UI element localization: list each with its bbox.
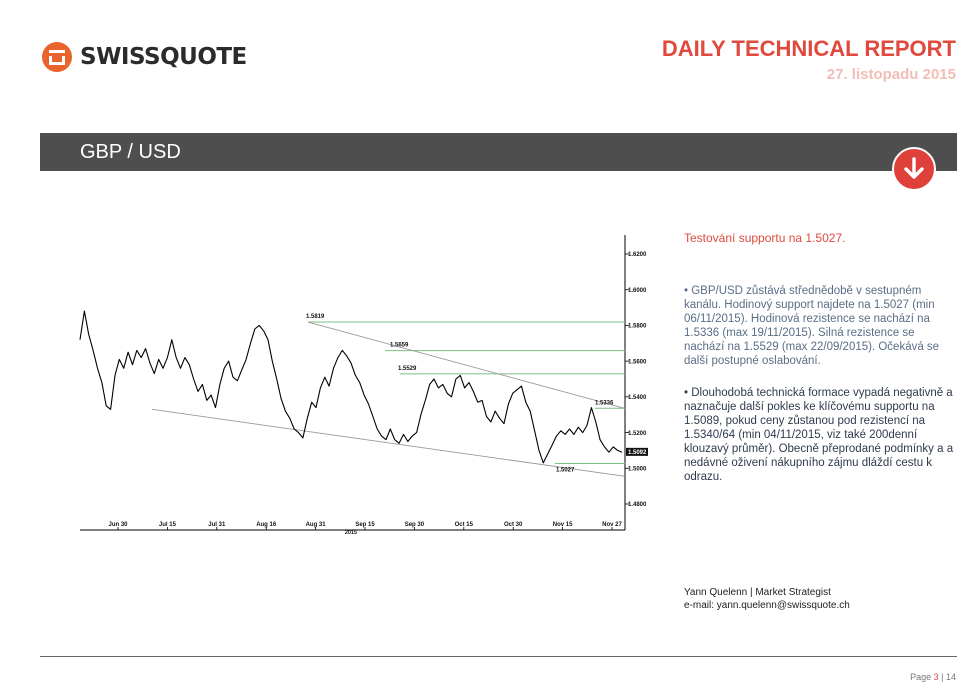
page-total: | 14	[941, 672, 956, 682]
analysis-bullets: • GBP/USD zůstává střednědobě v sestupné…	[684, 284, 956, 502]
y-tick-label: 1.5800	[628, 324, 647, 330]
x-tick-label: Sep 15	[355, 522, 375, 528]
price-annotation: 1.5027	[556, 467, 575, 473]
brand-name: SWISSQUOTE	[80, 44, 247, 70]
price-chart: 1.6200 1.6000 1.5800 1.5600 1.5400 1.5200 1.50…	[79, 235, 648, 536]
x-tick-label: Nov 27	[602, 522, 622, 528]
report-header: DAILY TECHNICAL REPORT 27. listopadu 201…	[662, 36, 956, 83]
y-tick-label: 1.6200	[628, 252, 647, 258]
x-tick-label: Aug 16	[256, 522, 277, 528]
price-annotation: 1.5819	[306, 314, 325, 320]
x-tick-label: Jun 30	[108, 522, 128, 528]
report-title: DAILY TECHNICAL REPORT	[661, 36, 956, 61]
author-info: Yann Quelenn | Market Strategist e-mail:…	[684, 586, 850, 612]
last-price-badge	[626, 447, 648, 456]
y-tick-label: 1.5200	[628, 431, 647, 437]
y-tick-label: 1.5000	[628, 466, 647, 472]
currency-pair-label: GBP / USD	[80, 141, 181, 163]
channel-lower-line	[151, 408, 626, 477]
report-date: 27. listopadu 2015	[826, 66, 956, 83]
x-tick-label: Aug 31	[306, 522, 327, 528]
swissquote-logo: SWISSQUOTE	[42, 42, 247, 72]
swissquote-logo-icon	[42, 42, 72, 72]
arrow-down-icon	[892, 147, 936, 191]
x-tick-label: Jul 15	[159, 522, 177, 528]
x-tick-label: Nov 15	[553, 522, 573, 528]
y-tick-label: 1.4800	[628, 502, 647, 508]
analysis-bullet: • Dlouhodobá technická formace vypadá ne…	[684, 387, 954, 483]
page-current: 3	[933, 672, 939, 682]
last-price-label: 1.5092	[628, 450, 647, 456]
page-number: Page 3 | 14	[910, 672, 956, 682]
y-tick-label: 1.5400	[628, 395, 647, 401]
x-year-label: 2015	[345, 530, 357, 536]
x-tick-label: Oct 30	[504, 522, 523, 528]
currency-pair-bar: GBP / USD	[40, 133, 957, 171]
price-annotation: 1.5659	[390, 343, 409, 349]
x-tick-label: Oct 15	[455, 522, 474, 528]
y-tick-label: 1.6000	[628, 288, 647, 294]
analysis-bullet: • GBP/USD zůstává střednědobě v sestupné…	[684, 285, 940, 367]
section-title: Testování supportu na 1.5027.	[684, 231, 846, 245]
y-tick-label: 1.5600	[628, 359, 647, 365]
price-series-line	[79, 310, 623, 464]
author-email: e-mail: yann.quelenn@swissquote.ch	[684, 600, 850, 611]
author-name: Yann Quelenn | Market Strategist	[684, 587, 831, 598]
footer-divider	[40, 656, 957, 657]
x-tick-label: Jul 31	[208, 522, 226, 528]
price-annotation: 1.5529	[398, 366, 417, 372]
channel-upper-line	[307, 321, 626, 409]
x-tick-label: Sep 30	[405, 522, 425, 528]
price-annotation: 1.5336	[595, 400, 614, 406]
page-label: Page	[910, 672, 932, 682]
